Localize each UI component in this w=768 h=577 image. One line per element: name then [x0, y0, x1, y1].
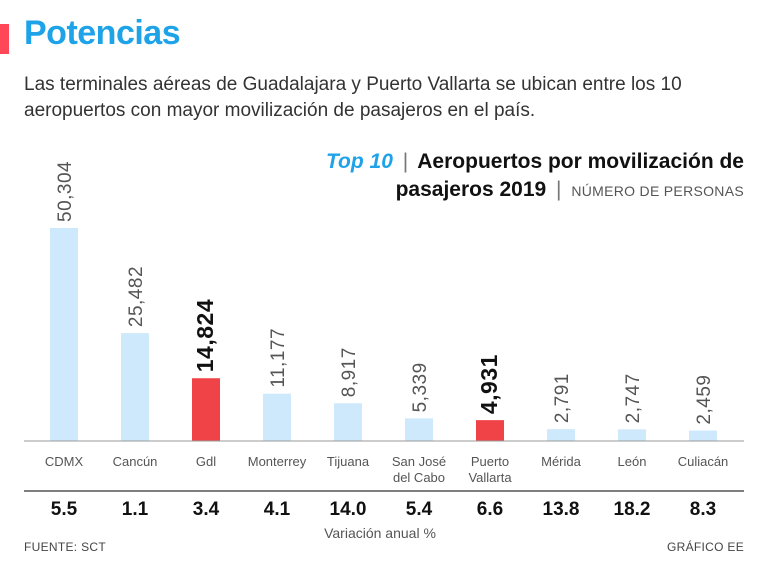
bar-8	[618, 429, 646, 441]
chart-title-units: NÚMERO DE PERSONAS	[571, 183, 744, 199]
value-label-4: 8,917	[339, 347, 360, 397]
category-label-6: Puerto Vallarta	[468, 454, 512, 485]
variation-label-3: 4.1	[264, 499, 291, 520]
variation-label-2: 3.4	[193, 499, 220, 520]
chart-title-separator-2: |	[556, 178, 562, 201]
bar-9	[689, 430, 717, 441]
variation-label-1: 1.1	[122, 499, 149, 520]
category-label-0: CDMX	[45, 454, 84, 469]
variation-label-6: 6.6	[477, 499, 503, 520]
variation-label-8: 18.2	[614, 499, 651, 520]
bar-5	[405, 418, 433, 441]
value-label-9: 2,459	[694, 375, 715, 425]
bar-2	[192, 378, 220, 441]
chart-title-top10: Top 10	[325, 150, 393, 173]
chart-title-year: pasajeros 2019	[395, 178, 547, 201]
variation-labels-group: 5.5 1.1 3.4 4.1 14.0 5.4 6.6 13.8 18.2 8.3	[51, 499, 716, 520]
variation-label-4: 14.0	[330, 499, 367, 520]
category-label-1: Cancún	[113, 454, 158, 469]
value-label-3: 11,177	[268, 328, 289, 388]
bar-7	[547, 429, 575, 441]
value-label-8: 2,747	[623, 373, 644, 423]
chart-title: Top 10 | Aeropuertos por movilización de…	[326, 148, 744, 205]
subtitle: Las terminales aéreas de Guadalajara y P…	[24, 74, 682, 121]
variation-label-9: 8.3	[690, 499, 716, 520]
headline-accent-bar	[0, 24, 9, 54]
category-label-3: Monterrey	[248, 454, 307, 469]
source-credit: FUENTE: SCT	[24, 540, 106, 554]
category-label-8: León	[618, 454, 647, 469]
value-label-1: 25,482	[126, 266, 147, 327]
chart-title-line2: pasajeros 2019 | NÚMERO DE PERSONAS	[326, 176, 744, 205]
bar-6	[476, 420, 504, 441]
variation-label-7: 13.8	[543, 499, 580, 520]
chart-title-separator: |	[402, 150, 409, 173]
category-label-2: Gdl	[196, 454, 216, 469]
headline: Potencias	[24, 14, 181, 52]
category-label-5: San José del Cabo	[392, 454, 446, 485]
chart-title-main: Aeropuertos por movilización de	[417, 150, 744, 173]
variation-caption: Variación anual %	[324, 525, 436, 541]
bar-3	[263, 393, 291, 441]
category-label-7: Mérida	[541, 454, 582, 469]
variation-label-0: 5.5	[51, 499, 78, 520]
value-label-5: 5,339	[410, 362, 431, 412]
bars-group: 50,304 25,482 14,824 11,177 8,917 5,339 4,931 2…	[50, 161, 717, 441]
variation-label-5: 5.4	[406, 499, 433, 520]
category-label-9: Culiacán	[678, 454, 729, 469]
graphic-credit: GRÁFICO EE	[667, 539, 744, 554]
value-label-7: 2,791	[552, 373, 573, 423]
bar-4	[334, 403, 362, 441]
value-label-2: 14,824	[192, 299, 218, 372]
value-label-0: 50,304	[55, 161, 76, 222]
bar-0	[50, 228, 78, 441]
value-label-6: 4,931	[476, 354, 502, 414]
bar-1	[121, 333, 149, 441]
category-labels-group: CDMX Cancún Gdl Monterrey Tijuana San José del…	[45, 454, 728, 485]
category-label-4: Tijuana	[327, 454, 370, 469]
chart-title-line1: Top 10 | Aeropuertos por movilización de	[326, 148, 744, 176]
